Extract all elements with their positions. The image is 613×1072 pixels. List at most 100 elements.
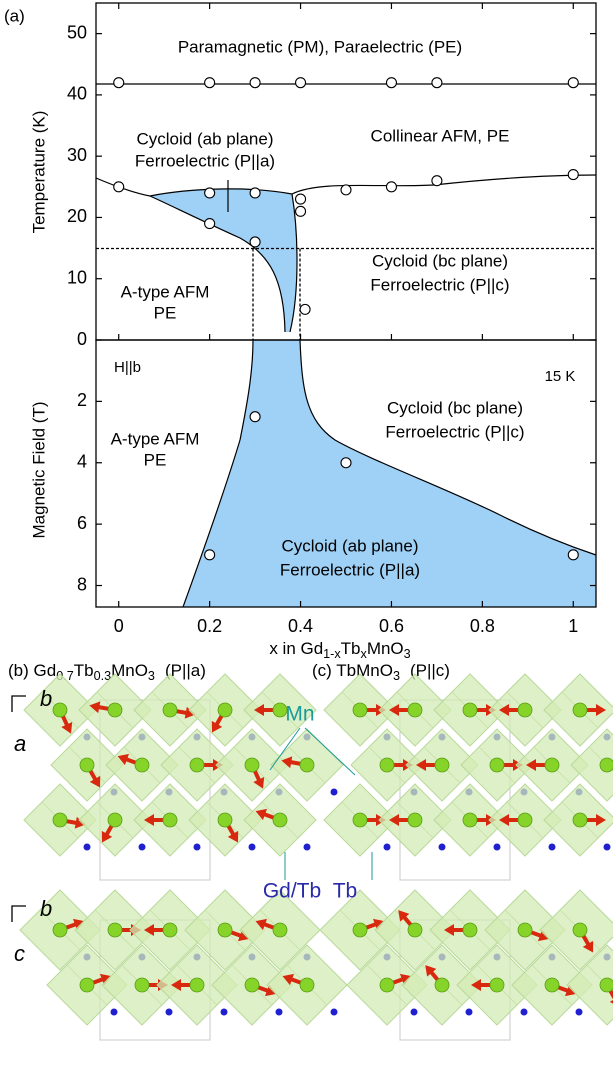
- spin-head: [399, 973, 412, 986]
- spin-head: [281, 756, 293, 769]
- y-tick-label: 30: [67, 145, 87, 165]
- mn-atom: [352, 922, 368, 938]
- y-tick-label: 10: [67, 267, 87, 287]
- data-point: [294, 193, 307, 205]
- panel-label: (c): [312, 661, 332, 680]
- data-point: [249, 411, 261, 423]
- rare-earth: [110, 1008, 118, 1016]
- spin-head: [211, 720, 223, 733]
- bc-boundary: [289, 193, 298, 333]
- spin-head: [499, 704, 509, 716]
- rare-earth: [303, 843, 311, 851]
- spin-head: [74, 816, 86, 829]
- mn-atom: [189, 977, 205, 993]
- panel-b-title: (b) Gd0.7Tb0.3MnO3 (P||a): [8, 661, 206, 683]
- rare-earth: [330, 1008, 338, 1016]
- mn-atom: [107, 702, 123, 718]
- spin-head: [264, 984, 277, 997]
- mn-atom: [599, 757, 613, 773]
- mn-atom: [107, 922, 123, 938]
- mn-atom: [79, 977, 95, 993]
- spin-head: [72, 918, 85, 931]
- data-point: [249, 236, 261, 248]
- y-tick-label: 2: [77, 390, 87, 410]
- spin-head: [101, 830, 113, 843]
- spin-head: [184, 706, 196, 719]
- data-point: [340, 184, 352, 196]
- mn-atom: [52, 702, 68, 718]
- rare-earth: [165, 1008, 173, 1016]
- x-tick-label: 0.4: [288, 616, 313, 636]
- ab-cycloid-region: [150, 188, 297, 332]
- region-label: Ferroelectric (P||c): [385, 422, 524, 441]
- data-point: [204, 549, 216, 561]
- data-point: [249, 187, 261, 199]
- subscript: 0.3: [94, 669, 112, 683]
- spin-head: [444, 924, 454, 936]
- field-boundary-right: [299, 339, 597, 556]
- data-point: [204, 218, 216, 230]
- x-tick-label: 0.2: [197, 616, 222, 636]
- y-title: Temperature (K): [29, 111, 48, 234]
- spin-head: [596, 814, 606, 826]
- rare-earth: [248, 843, 256, 851]
- spin-head: [389, 704, 399, 716]
- region-label: Cycloid (ab plane): [281, 536, 418, 555]
- formula-part: Tb: [341, 639, 361, 658]
- axis-label: b: [40, 686, 52, 711]
- x-tick-label: 0.8: [470, 616, 495, 636]
- x-title: x in Gd1-xTbxMnO3: [269, 639, 410, 661]
- rare-earth: [275, 1008, 283, 1016]
- data-point: [385, 77, 398, 89]
- data-point: [294, 205, 307, 217]
- octahedron: [570, 728, 613, 802]
- axis-label: c: [14, 941, 25, 966]
- region-label: Ferroelectric (P||a): [280, 560, 420, 579]
- mn-atom: [572, 702, 588, 718]
- data-point: [567, 77, 579, 89]
- spin-head: [89, 701, 101, 714]
- axis-arrow: [11, 695, 26, 712]
- x-tick-label: 0.6: [379, 616, 404, 636]
- polarization: (P||a): [165, 661, 206, 680]
- mn-atom: [299, 757, 315, 773]
- spin-head: [89, 775, 101, 788]
- mn-atom: [462, 922, 478, 938]
- region-label: Cycloid (bc plane): [372, 251, 508, 270]
- data-point: [294, 77, 307, 89]
- mn-atom: [52, 922, 68, 938]
- region-label: 15 K: [545, 368, 576, 385]
- mn-atom: [107, 812, 123, 828]
- subscript: 1-x: [323, 647, 341, 661]
- spin-head: [171, 979, 181, 991]
- x-tick-label: 1: [568, 616, 578, 636]
- spin-head: [416, 759, 426, 771]
- mn-atom: [407, 922, 423, 938]
- mn-atom: [517, 812, 533, 828]
- spin-head: [255, 808, 268, 821]
- subscript: 3: [393, 669, 400, 683]
- rare-earth: [138, 843, 146, 851]
- rare-earth: [520, 1008, 528, 1016]
- formula-part: MnO: [367, 639, 404, 658]
- axis-label: b: [40, 896, 52, 921]
- mn-atom: [352, 702, 368, 718]
- axis-arrow: [11, 905, 26, 922]
- region-label: Cycloid (bc plane): [387, 398, 523, 417]
- y-tick-label: 0: [77, 329, 87, 349]
- y-title: Magnetic Field (T): [29, 402, 48, 539]
- site-label: Gd/Tb: [263, 880, 321, 903]
- rare-earth: [493, 843, 501, 851]
- phase-regions: [95, 83, 597, 608]
- mn-atom: [52, 812, 68, 828]
- spin-head: [537, 929, 550, 942]
- rare-earth: [465, 1008, 473, 1016]
- y-tick-label: 20: [67, 206, 87, 226]
- spin-head: [282, 973, 295, 986]
- spin-head: [144, 924, 154, 936]
- formula-part: Gd: [34, 661, 57, 680]
- spin-head: [144, 814, 154, 826]
- subscript: 3: [404, 647, 411, 661]
- panel-c-title: (c) TbMnO3 (P||c): [312, 661, 450, 683]
